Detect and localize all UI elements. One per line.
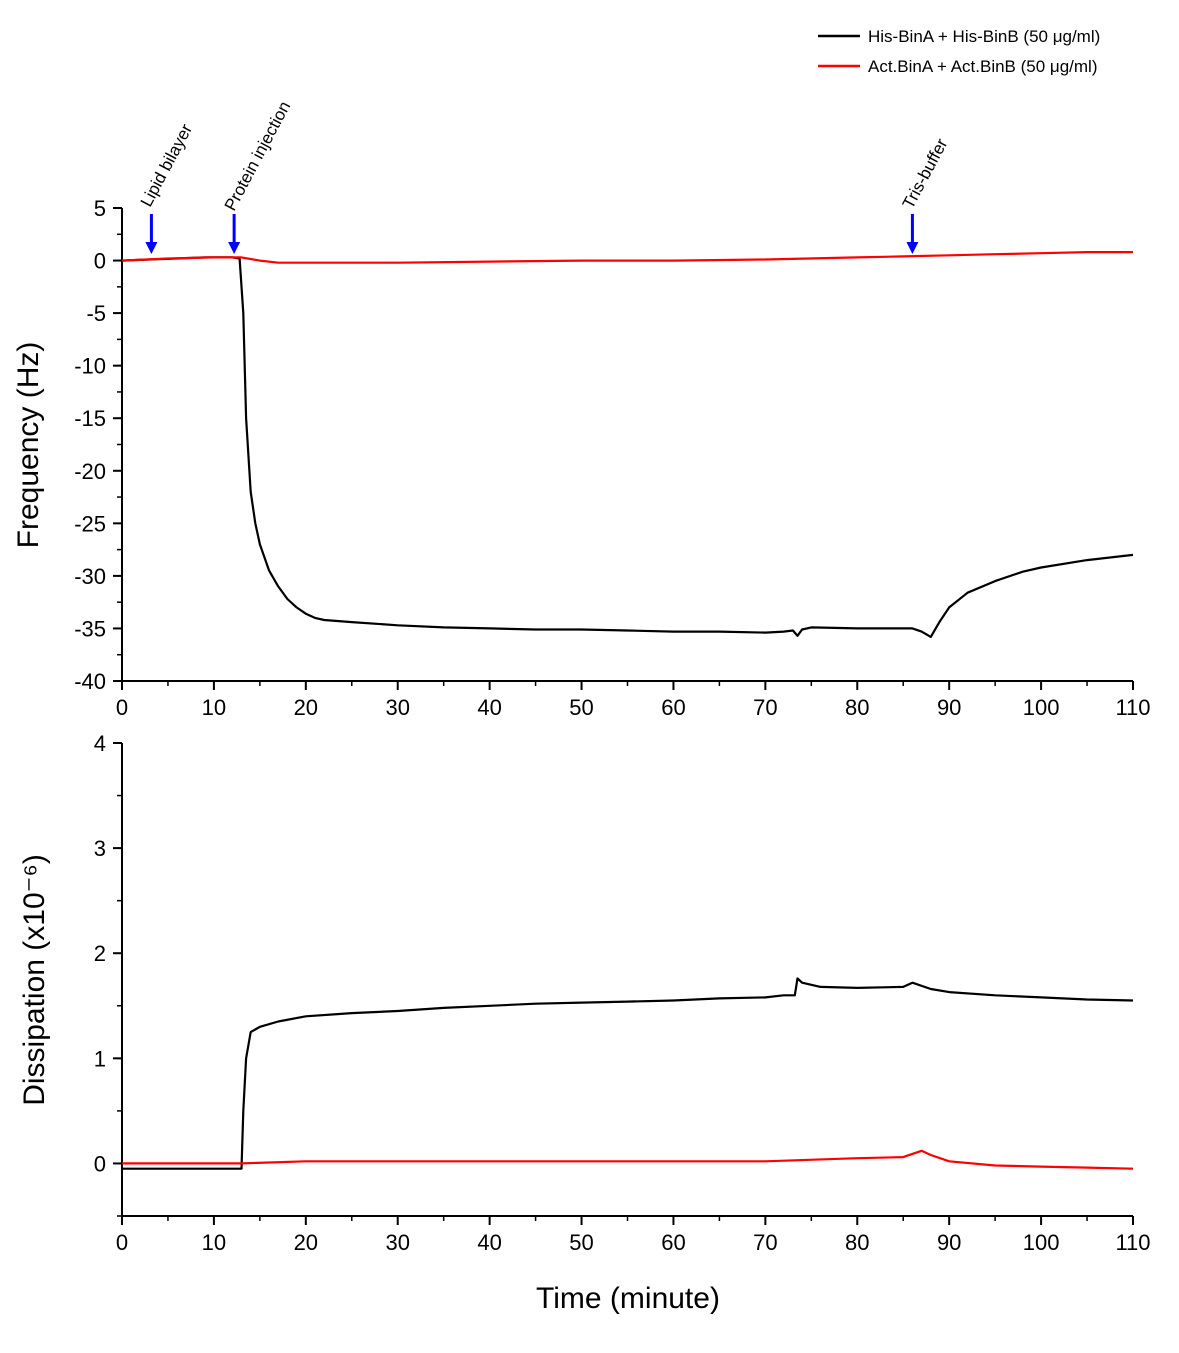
y-tick-label: 5: [94, 196, 106, 221]
x-tick-label: 80: [845, 695, 869, 720]
annotation-arrowhead: [228, 242, 241, 254]
y-tick-label: -5: [86, 301, 106, 326]
x-tick-label: 90: [937, 1230, 961, 1255]
x-tick-label: 60: [661, 695, 685, 720]
legend: His-BinA + His-BinB (50 μg/ml) Act.BinA …: [818, 27, 1100, 76]
y-tick-label: 0: [94, 249, 106, 274]
y-tick-label: -30: [74, 564, 106, 589]
x-tick-label: 70: [753, 1230, 777, 1255]
x-tick-label: 100: [1023, 1230, 1060, 1255]
y-tick-label: -25: [74, 511, 106, 536]
y-tick-label: -10: [74, 354, 106, 379]
x-tick-label: 10: [202, 695, 226, 720]
x-tick-label: 90: [937, 695, 961, 720]
y-axis-title-frequency: Frequency (Hz): [12, 342, 45, 549]
x-tick-label: 10: [202, 1230, 226, 1255]
annotation-label: Protein injection: [221, 98, 295, 214]
x-tick-label: 110: [1115, 695, 1150, 720]
annotations: Lipid bilayer Protein injection Tris-buf…: [137, 98, 952, 214]
x-tick-label: 30: [385, 1230, 409, 1255]
y-tick-label: 4: [94, 731, 106, 756]
x-tick-label: 50: [569, 1230, 593, 1255]
y-tick-label: -35: [74, 616, 106, 641]
x-tick-label: 20: [294, 695, 318, 720]
x-tick-label: 0: [116, 1230, 128, 1255]
y-tick-label: -15: [74, 406, 106, 431]
y-tick-label: 3: [94, 836, 106, 861]
x-tick-label: 70: [753, 695, 777, 720]
series-line-act-bin: [121, 251, 1133, 264]
series-line-his-bin: [122, 977, 1134, 1170]
annotation-label: Tris-buffer: [899, 135, 952, 212]
y-tick-label: -20: [74, 459, 106, 484]
x-tick-label: 30: [385, 695, 409, 720]
x-tick-label: 40: [477, 1230, 501, 1255]
annotation-arrowhead: [906, 242, 919, 254]
annotation-label: Lipid bilayer: [137, 121, 197, 210]
x-tick-label: 50: [569, 695, 593, 720]
legend-label: Act.BinA + Act.BinB (50 μg/ml): [868, 57, 1097, 76]
y-tick-label: -40: [74, 669, 106, 694]
y-axis-title-dissipation: Dissipation (x10⁻⁶): [18, 854, 51, 1106]
y-tick-label: 0: [94, 1151, 106, 1176]
x-tick-label: 80: [845, 1230, 869, 1255]
series-line-his-bin: [121, 256, 1134, 638]
x-axis-title: Time (minute): [536, 1282, 720, 1315]
x-tick-label: 40: [477, 695, 501, 720]
legend-label: His-BinA + His-BinB (50 μg/ml): [868, 27, 1100, 46]
frequency-panel: 0 10 20 30 40 50 60 70 80 90 100 11050-5-10-15-20-2…: [74, 196, 1150, 720]
x-tick-label: 100: [1023, 695, 1060, 720]
x-tick-label: 60: [661, 1230, 685, 1255]
x-tick-label: 110: [1115, 1230, 1150, 1255]
x-tick-label: 20: [294, 1230, 318, 1255]
annotation-arrowhead: [145, 242, 158, 254]
series-line-act-bin: [122, 1149, 1134, 1170]
y-tick-label: 1: [94, 1046, 106, 1071]
x-tick-label: 0: [116, 695, 128, 720]
y-tick-label: 2: [94, 941, 106, 966]
